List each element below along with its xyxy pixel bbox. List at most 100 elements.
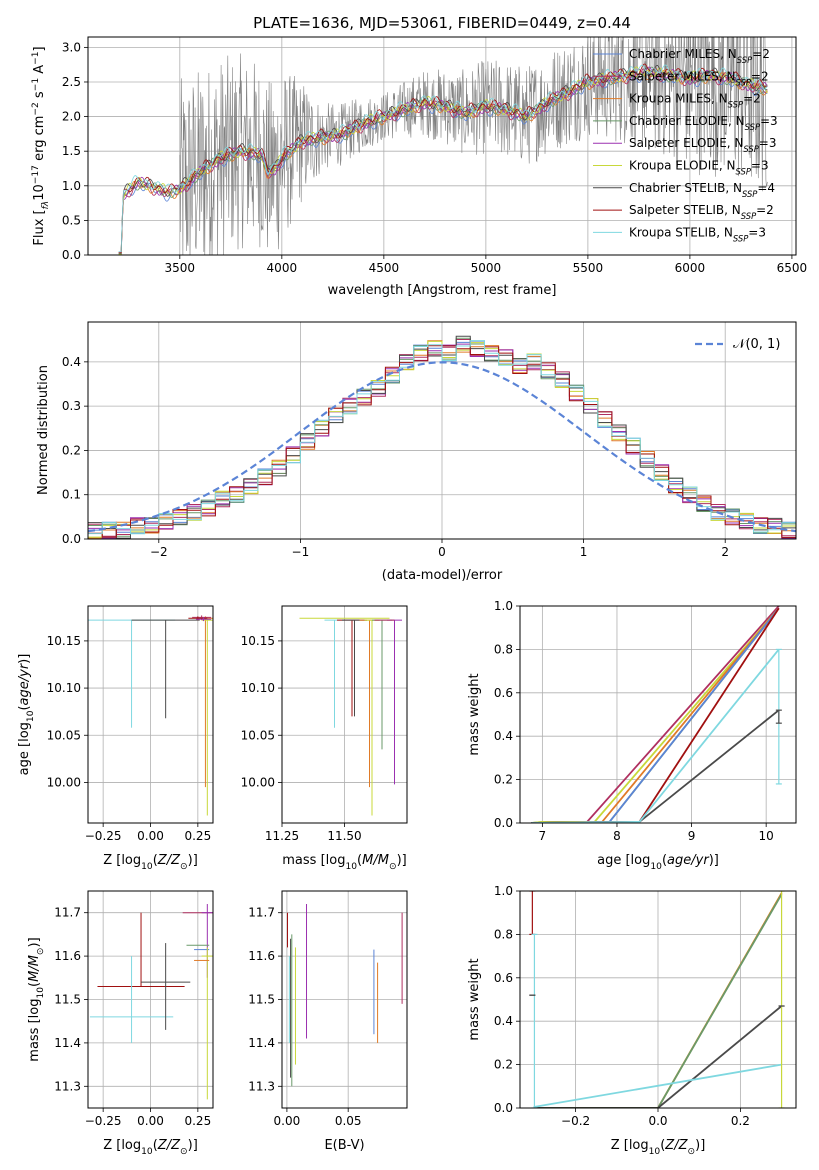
gridlines — [88, 606, 213, 823]
y-tick-label: 11.7 — [54, 906, 81, 920]
ticks: 0.00 0.05 11.3 11.4 11.5 11.6 11.7 — [248, 906, 361, 1128]
gridlines — [88, 891, 213, 1108]
axes-frame — [519, 605, 797, 824]
y-tick-label: 0.2 — [494, 773, 513, 787]
y-tick-label: 11.4 — [54, 1036, 81, 1050]
errorbar-kroupa-stelib — [89, 956, 174, 1043]
x-tick-label: 1 — [580, 545, 588, 559]
ticks: 3500 4000 4500 5000 5500 6000 6500 0.0 0.5 1.0 1.5… — [62, 40, 807, 275]
x-tick-label: 0.00 — [137, 829, 164, 843]
y-tick-label: 1.5 — [62, 144, 81, 158]
plot-area — [88, 335, 796, 539]
ticks: −0.25 0.00 0.25 10.00 10.05 10.10 10.15 — [47, 634, 212, 843]
gridlines — [520, 890, 796, 1109]
normal-distribution-curve — [88, 361, 796, 533]
errorbar-chabrier-stelib — [342, 619, 367, 717]
x-tick-label: 4000 — [267, 261, 298, 275]
panel-massweight-vs-Z: −0.2 0.0 0.2 0.0 0.2 0.4 0.6 0.8 1.0 Z [log10(Z/Z… — [467, 884, 797, 1157]
y-tick-label: 0.1 — [62, 488, 81, 502]
y-tick-label: 10.00 — [241, 775, 275, 789]
y-axis-label: Flux [fλ10−17 erg cm−2 s−1 A−1] — [31, 46, 51, 245]
y-tick-label: 0.8 — [494, 642, 513, 656]
weight-line-salpeter-miles — [531, 606, 780, 823]
x-axis-label: age [log10(age/yr)] — [597, 853, 719, 872]
y-axis-label: mass weight — [467, 958, 482, 1040]
legend-entry: Kroupa ELODIE, NSSP=3 — [629, 159, 769, 177]
legend-entry: Chabrier ELODIE, NSSP=3 — [629, 114, 778, 132]
y-tick-label: 1.0 — [494, 884, 513, 898]
panels: 3500 4000 4500 5000 5500 6000 6500 0.0 0.5 1.0 1.5… — [17, 36, 807, 1157]
y-tick-label: 0.4 — [494, 729, 513, 743]
errorbar-salpeter-stelib — [529, 891, 536, 936]
x-axis-label: wavelength [Angstrom, rest frame] — [328, 283, 557, 298]
weight-line-kroupa-elodie — [531, 607, 780, 823]
y-tick-label: 11.5 — [248, 993, 275, 1007]
x-axis-label: Z [log10(Z/Z⊙)] — [103, 1138, 198, 1157]
y-tick-label: 10.15 — [241, 634, 275, 648]
weight-line-chabrier-elodie — [534, 893, 783, 1108]
ticks: 7 8 9 10 0.0 0.2 0.4 0.6 0.8 1.0 — [494, 599, 774, 843]
y-axis-label: mass weight — [467, 673, 482, 755]
ticks: −0.25 0.00 0.25 11.3 11.4 11.5 11.6 11.7 — [54, 906, 211, 1128]
x-tick-label: 4500 — [369, 261, 400, 275]
errorbar-salpeter-stelib — [337, 619, 367, 717]
x-tick-label: 11.25 — [265, 829, 299, 843]
errorbar-kroupa-miles — [195, 616, 213, 788]
x-tick-label: 7 — [539, 829, 547, 843]
model-line-salpeter-stelib — [118, 63, 768, 253]
y-tick-label: 10.10 — [47, 681, 81, 695]
y-tick-label: 11.6 — [248, 949, 275, 963]
y-tick-label: 2.0 — [62, 110, 81, 124]
hist-kroupa-stelib — [88, 340, 796, 535]
errorbar-kroupa-elodie — [201, 618, 213, 816]
y-tick-label: 0.4 — [62, 355, 81, 369]
y-tick-label: 1.0 — [62, 179, 81, 193]
y-tick-label: 0.0 — [62, 532, 81, 546]
legend-entry: Chabrier STELIB, NSSP=4 — [629, 181, 775, 199]
y-tick-label: 11.4 — [248, 1036, 275, 1050]
panel-residuals: −2 −1 0 1 2 0.0 0.1 0.2 0.3 0.4 𝒩(0, 1) (data-model… — [36, 321, 797, 583]
errorbar-salpeter-elodie — [195, 617, 212, 622]
x-tick-label: 5500 — [573, 261, 604, 275]
y-tick-label: 3.0 — [62, 40, 81, 54]
x-tick-label: 8 — [613, 829, 621, 843]
x-tick-label: 6500 — [777, 261, 808, 275]
x-tick-label: 0.00 — [274, 1114, 301, 1128]
x-tick-label: 6000 — [675, 261, 706, 275]
errorbar-kroupa-elodie — [201, 947, 213, 1100]
observed-spectrum — [179, 37, 768, 255]
x-axis-label: mass [log10(M/M⊙)] — [282, 853, 406, 872]
x-tick-label: 9 — [688, 829, 696, 843]
x-tick-label: 2 — [721, 545, 729, 559]
legend-entry: Salpeter MILES, NSSP=2 — [629, 69, 769, 87]
y-tick-label: 0.5 — [62, 213, 81, 227]
model-line-kroupa-miles — [120, 69, 768, 255]
y-tick-label: 11.3 — [248, 1079, 275, 1093]
x-tick-label: 0.05 — [335, 1114, 362, 1128]
x-tick-label: −0.25 — [85, 1114, 122, 1128]
y-tick-label: 0.0 — [494, 816, 513, 830]
errorbar-chabrier-stelib — [775, 709, 782, 724]
legend-entry: 𝒩(0, 1) — [733, 337, 780, 352]
y-tick-label: 11.3 — [54, 1079, 81, 1093]
y-axis-label: age [log10(age/yr)] — [17, 654, 36, 776]
y-axis-label: Normed distribution — [36, 365, 51, 495]
y-tick-label: 0.8 — [494, 927, 513, 941]
y-tick-label: 11.5 — [54, 993, 81, 1007]
weight-line-salpeter-stelib — [531, 607, 780, 823]
y-tick-label: 10.00 — [47, 775, 81, 789]
errorbar-kroupa-elodie — [778, 891, 785, 1108]
errorbar-kroupa-stelib — [531, 933, 538, 1108]
x-tick-label: 11.50 — [327, 829, 361, 843]
plot-area — [531, 606, 782, 823]
plot-area — [287, 904, 403, 1087]
x-axis-label: E(B-V) — [324, 1138, 364, 1153]
errorbar-kroupa-elodie — [364, 619, 380, 816]
y-tick-label: 10.05 — [241, 728, 275, 742]
errorbar-chabrier-elodie — [372, 619, 392, 750]
y-tick-label: 11.6 — [54, 949, 81, 963]
x-tick-label: 0 — [438, 545, 446, 559]
errorbar-chabrier-stelib — [141, 943, 191, 1030]
plot-area — [88, 615, 213, 816]
y-tick-label: 10.15 — [47, 634, 81, 648]
